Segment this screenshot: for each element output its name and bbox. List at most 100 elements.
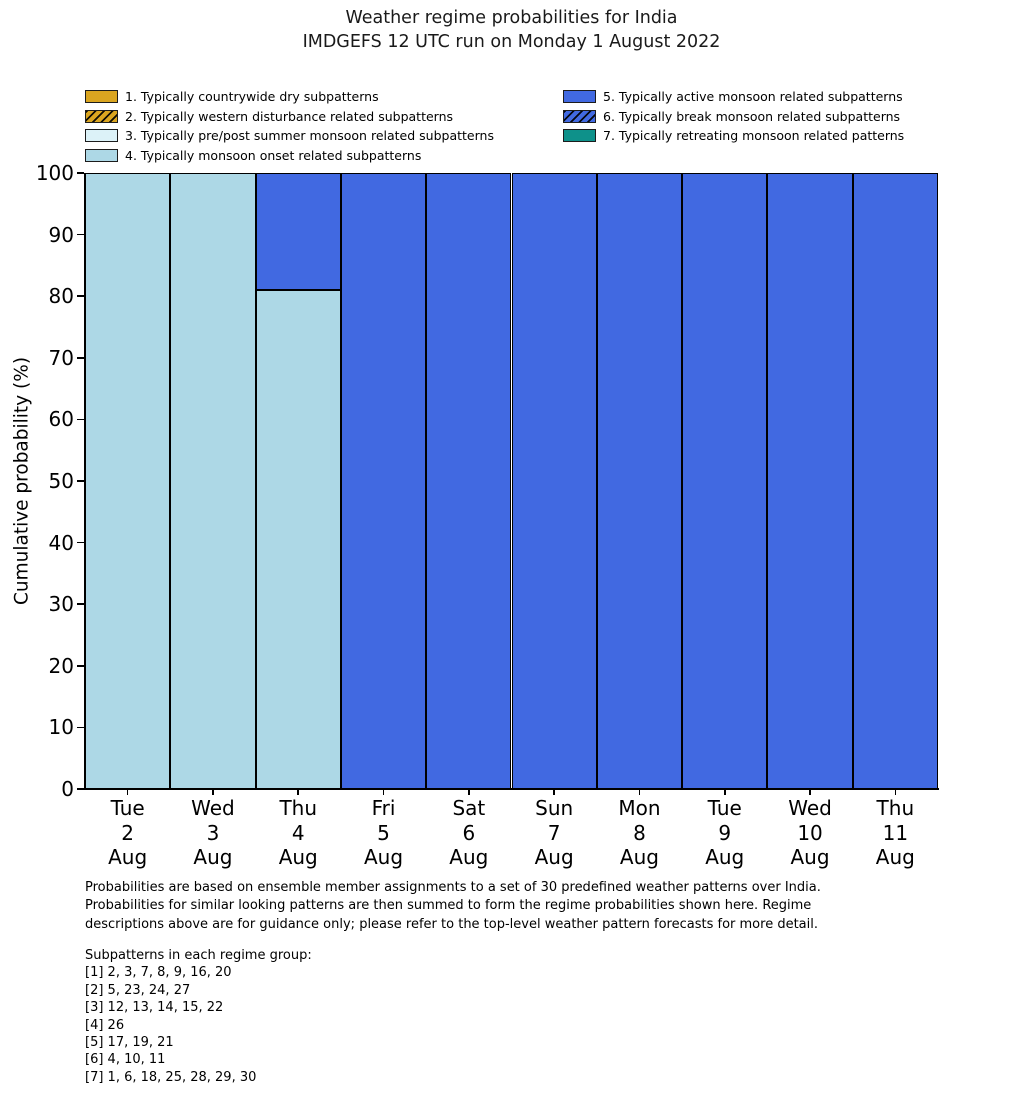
subpattern-group-line: [7] 1, 6, 18, 25, 28, 29, 30: [85, 1069, 257, 1085]
x-axis-line: [84, 788, 939, 790]
chart-legend-right-column: 5. Typically active monsoon related subp…: [563, 87, 904, 146]
x-axis-tick-label: Sat 6 Aug: [426, 796, 511, 870]
bar-column: [511, 173, 597, 789]
footnote-line: Probabilities are based on ensemble memb…: [85, 880, 821, 895]
x-axis-tick: [723, 790, 726, 795]
y-axis-tick: [77, 726, 84, 729]
x-axis-tick: [126, 790, 129, 795]
chart-title-line2: IMDGEFS 12 UTC run on Monday 1 August 20…: [302, 31, 721, 52]
subpattern-group-line: [1] 2, 3, 7, 8, 9, 16, 20: [85, 965, 232, 981]
legend-item-label: 5. Typically active monsoon related subp…: [603, 89, 903, 105]
x-axis-tick-label-line: Aug: [364, 845, 404, 869]
x-axis-tick-label-line: 10: [797, 820, 823, 845]
x-axis-tick-label-line: Aug: [875, 845, 915, 869]
y-axis-tick-label: 40: [48, 530, 74, 555]
legend-swatch-icon: [85, 109, 118, 123]
x-axis-tick-label-line: 6: [462, 820, 476, 845]
y-axis-tick-label: 90: [48, 222, 74, 247]
subpattern-group-line: [2] 5, 23, 24, 27: [85, 982, 191, 998]
x-axis-tick-label-line: Wed: [788, 796, 832, 820]
y-axis-tick: [77, 541, 84, 544]
x-axis-tick-label-line: 11: [882, 820, 909, 845]
legend-swatch-icon: [563, 109, 596, 123]
x-axis-tick-label-line: Aug: [193, 845, 233, 869]
x-axis-tick-label-line: Aug: [790, 845, 830, 869]
x-axis-tick-label-line: 4: [291, 820, 305, 845]
y-axis-tick: [77, 295, 84, 297]
x-axis-tick-label-line: Tue: [707, 796, 742, 820]
subpattern-group-line: [4] 26: [85, 1017, 125, 1033]
legend-swatch-icon: [563, 129, 596, 143]
legend-swatch-icon: [85, 90, 118, 104]
y-axis-tick-label: 0: [61, 777, 74, 801]
legend-swatch-icon: [563, 90, 596, 104]
bar-segment: [767, 173, 853, 789]
x-axis-tick-label-line: Sat: [452, 796, 486, 820]
x-axis-tick: [809, 790, 811, 795]
y-axis-tick: [77, 603, 84, 605]
x-axis-tick: [297, 790, 300, 795]
y-axis-tick-label: 80: [48, 284, 74, 309]
legend-swatch-icon: [85, 149, 118, 163]
bar-column: [340, 173, 427, 789]
legend-item-label: 7. Typically retreating monsoon related …: [603, 128, 905, 144]
x-axis-tick-label-line: 8: [633, 820, 646, 845]
footnote-text: Probabilities are based on ensemble memb…: [85, 879, 821, 934]
bar-segment: [255, 290, 341, 789]
y-axis-tick-label: 30: [48, 592, 74, 617]
x-axis-tick-label-line: Tue: [110, 796, 145, 820]
x-axis-tick-label-line: Thu: [279, 796, 318, 820]
y-axis-tick: [77, 480, 84, 482]
footnote-line: descriptions above are for guidance only…: [85, 916, 818, 932]
subpattern-group-line: [5] 17, 19, 21: [85, 1035, 174, 1051]
x-axis-tick: [212, 790, 214, 795]
legend-item: 7. Typically retreating monsoon related …: [563, 126, 904, 146]
x-axis-tick-label-line: Aug: [534, 845, 574, 869]
y-axis-tick-label: 50: [48, 469, 74, 493]
bar-column: [852, 173, 938, 789]
y-axis-tick: [77, 418, 84, 421]
legend-item-label: 3. Typically pre/post summer monsoon rel…: [125, 128, 494, 144]
y-axis-tick: [77, 357, 84, 359]
y-axis-tick-label: 10: [48, 715, 74, 740]
legend-item-label: 4. Typically monsoon onset related subpa…: [125, 148, 422, 164]
subpatterns-heading: Subpatterns in each regime group:: [85, 948, 312, 963]
x-axis-tick: [553, 790, 555, 795]
x-axis-tick: [894, 790, 897, 795]
x-axis-tick: [638, 790, 641, 795]
bar-column: [596, 173, 683, 789]
chart-title: Weather regime probabilities for India I…: [0, 7, 1023, 54]
plot-area: [85, 173, 938, 789]
legend-swatch-icon: [85, 129, 118, 143]
y-axis-line: [83, 173, 85, 789]
y-axis-tick: [77, 172, 84, 174]
y-axis-tick-label: 70: [48, 345, 74, 370]
legend-item: 5. Typically active monsoon related subp…: [563, 87, 904, 107]
x-axis-tick-label-line: Aug: [108, 845, 148, 869]
x-axis-tick-label-line: 5: [377, 820, 390, 845]
bar-segment: [426, 173, 512, 789]
footnote-line: Probabilities for similar looking patter…: [85, 898, 812, 914]
x-axis-tick-label-line: Fri: [371, 796, 396, 820]
x-axis-tick-label-line: 9: [718, 820, 732, 845]
x-axis-tick-label: Thu 4 Aug: [256, 796, 341, 870]
y-axis-tick-label: 100: [35, 161, 74, 185]
x-axis-tick-label-line: Aug: [705, 845, 745, 869]
x-axis-tick-label: Fri 5 Aug: [341, 796, 426, 870]
bar-segment: [340, 173, 427, 789]
bar-column: [170, 173, 256, 789]
x-axis-tick-label-line: Mon: [618, 796, 661, 820]
x-axis-tick-label-line: Aug: [278, 845, 318, 869]
y-axis-tick: [77, 233, 84, 236]
bar-column: [85, 173, 171, 789]
legend-item: 1. Typically countrywide dry subpatterns: [85, 87, 494, 107]
x-axis-tick-label: Tue 2 Aug: [85, 796, 170, 870]
bar-segment: [255, 173, 341, 291]
x-axis-tick-label-line: Wed: [191, 796, 235, 820]
subpattern-group-line: [6] 4, 10, 11: [85, 1052, 166, 1068]
chart-title-line1: Weather regime probabilities for India: [345, 8, 678, 28]
y-axis-tick-label: 20: [48, 653, 74, 678]
subpatterns-list: Subpatterns in each regime group: [1] 2,…: [85, 947, 312, 1086]
bar-segment: [85, 173, 171, 789]
legend-item: 3. Typically pre/post summer monsoon rel…: [85, 126, 494, 146]
